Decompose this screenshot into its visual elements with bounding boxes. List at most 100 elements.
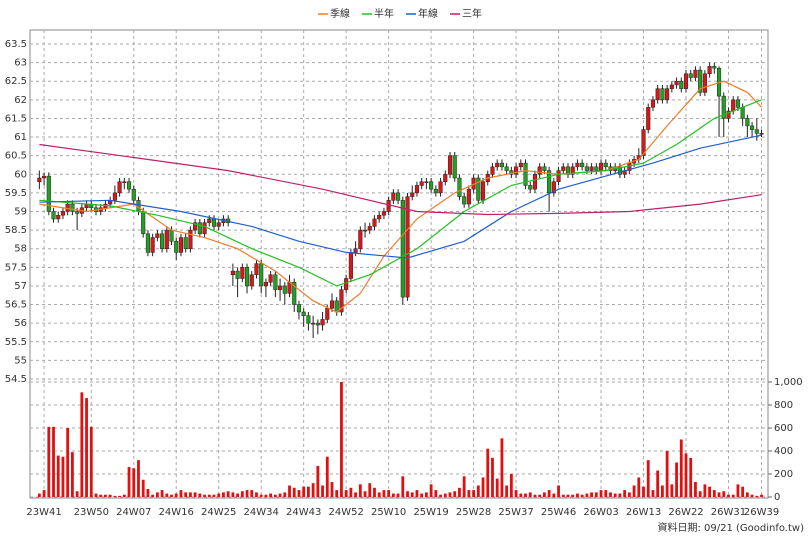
volume-bar (524, 493, 527, 497)
x-tick-label: 24W16 (159, 507, 194, 518)
volume-bar (443, 493, 447, 497)
volume-bar (590, 492, 593, 497)
candle-body (42, 175, 47, 179)
volume-bar (708, 486, 711, 497)
candle-body (131, 188, 136, 201)
candle-body (112, 192, 117, 201)
volume-bar (623, 490, 627, 497)
x-tick-label: 25W28 (456, 507, 491, 518)
candle-body (693, 69, 698, 78)
candle-body (452, 155, 457, 179)
ma-line (39, 99, 762, 287)
volume-bar (316, 465, 320, 497)
volume-bar (99, 494, 103, 497)
volume-bar (118, 495, 121, 497)
candle-body (377, 214, 382, 220)
volume-bar (552, 493, 556, 497)
candle-body (329, 300, 335, 309)
candle-body (311, 322, 316, 325)
candle-body (740, 107, 745, 119)
volume-bar (543, 492, 546, 497)
candle-body (126, 181, 132, 190)
candle-body (358, 229, 363, 249)
candle-body (547, 170, 552, 194)
candle-body (754, 129, 759, 134)
volume-bar (458, 487, 461, 497)
y-tick-label: 56 (14, 318, 27, 329)
candle-body (381, 211, 386, 216)
candle-body (617, 166, 622, 175)
x-tick-label: 24W43 (286, 507, 321, 518)
candle-body (556, 170, 561, 182)
candle-body (731, 99, 736, 112)
candle-body (655, 88, 660, 101)
y-tick-label: 58 (14, 244, 27, 255)
x-tick-label: 24W07 (116, 507, 151, 518)
y-tick-label: 57 (14, 281, 27, 292)
volume-bar (486, 448, 490, 497)
candle-body (551, 181, 556, 194)
volume-bar (137, 460, 140, 497)
volume-bar (462, 476, 466, 497)
candle-body (391, 192, 396, 201)
volume-bar (203, 494, 206, 497)
x-tick-label: 25W19 (413, 507, 448, 518)
volume-bar (141, 479, 145, 497)
volume-bar (89, 426, 93, 497)
x-tick-label: 26W31 (711, 507, 746, 518)
candle-body (466, 188, 471, 205)
candle-body (646, 107, 651, 130)
candle-body (37, 177, 42, 182)
volume-bar (434, 490, 438, 497)
volume-bar (391, 493, 395, 497)
candle-body (490, 166, 495, 175)
volume-bar (661, 485, 664, 497)
y-tick-label: 54.5 (5, 374, 27, 385)
candle-body (537, 166, 542, 175)
volume-bar (500, 438, 504, 497)
candle-body (362, 229, 368, 232)
candle-body (528, 185, 533, 190)
candle-body (164, 229, 169, 249)
volume-bar (585, 493, 589, 497)
volume-bar (212, 494, 216, 497)
candle-body (433, 188, 438, 194)
volume-bar (698, 491, 702, 497)
volume-bar (325, 456, 329, 497)
candle-body (202, 222, 207, 235)
volume-bar (519, 493, 523, 497)
candle-body (169, 229, 174, 242)
volume-bar (406, 491, 409, 497)
candle-body (514, 166, 519, 175)
volume-bar (132, 468, 136, 497)
y-tick-label: 62.5 (5, 76, 27, 87)
y2-tick-label: 1,000 (774, 377, 803, 388)
volume-bar (727, 494, 730, 497)
volume-bar (297, 490, 301, 497)
volume-bar (750, 494, 754, 497)
candle-body (712, 66, 717, 69)
volume-bar (609, 492, 612, 497)
candle-body (679, 80, 684, 89)
candle-body (400, 200, 405, 298)
candle-body (735, 99, 740, 108)
volume-bar (401, 476, 405, 497)
volume-bar (255, 492, 258, 497)
candle-body (721, 95, 726, 119)
x-tick-label: 26W22 (668, 507, 703, 518)
candle-body (726, 110, 731, 119)
candle-body (273, 274, 278, 290)
volume-bar (236, 493, 239, 497)
candle-body (278, 285, 283, 290)
legend: 季線 半年 年線 三年 (318, 7, 482, 20)
candle-body (244, 267, 250, 287)
candle-body (348, 252, 353, 279)
volume-bar (179, 490, 183, 497)
volume-bar (94, 493, 98, 497)
candle-body (523, 162, 528, 186)
candle-body (424, 181, 429, 183)
candle-body (447, 155, 453, 175)
volume-bar (52, 426, 55, 497)
y-tick-label: 58.5 (5, 225, 27, 236)
